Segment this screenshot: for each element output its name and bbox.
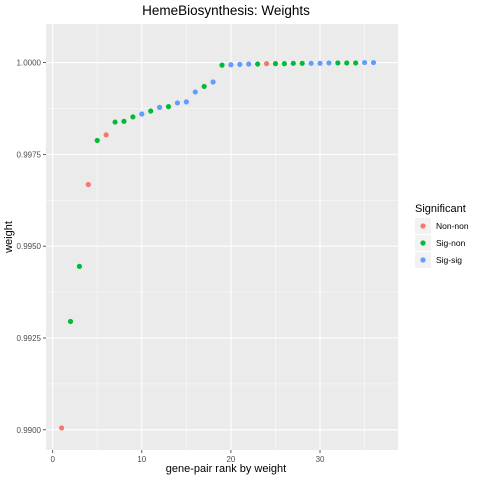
legend-title: Significant xyxy=(415,203,466,215)
legend-entries: Non-non Sig-non Sig-sig xyxy=(415,218,469,268)
chart-title: HemeBiosynthesis: Weights xyxy=(142,3,310,18)
data-point-sig-non xyxy=(290,60,296,66)
data-point-non-non xyxy=(103,132,109,138)
legend-swatch xyxy=(420,240,426,246)
legend: Significant Non-non Sig-non Sig-sig xyxy=(415,203,469,268)
data-point-sig-sig xyxy=(308,60,314,66)
legend-label: Sig-non xyxy=(436,238,466,248)
x-axis-ticks: 0 10 20 30 xyxy=(50,450,325,464)
data-point-non-non xyxy=(263,61,270,67)
data-point-sig-non xyxy=(148,108,154,114)
data-point-sig-sig xyxy=(157,104,163,110)
data-point-sig-non xyxy=(165,104,172,110)
x-axis-title: gene-pair rank by weight xyxy=(166,463,286,475)
legend-label: Non-non xyxy=(436,221,469,231)
data-point-sig-non xyxy=(272,61,279,67)
data-point-sig-sig xyxy=(139,111,145,117)
data-point-sig-non xyxy=(67,318,74,325)
data-point-sig-non xyxy=(335,60,341,66)
data-point-non-non xyxy=(85,181,91,188)
data-point-sig-sig xyxy=(317,60,323,66)
data-point-sig-non xyxy=(299,60,305,66)
y-axis-ticks: 0.9900 0.9925 0.9950 0.9975 1.0000 xyxy=(17,59,46,435)
data-point-sig-sig xyxy=(237,61,243,67)
data-point-sig-non xyxy=(76,263,83,269)
data-point-sig-non xyxy=(121,118,127,124)
y-tick-label: 0.9975 xyxy=(17,150,42,159)
data-point-sig-non xyxy=(255,61,261,67)
data-point-sig-non xyxy=(353,60,359,66)
y-tick-label: 0.9925 xyxy=(17,334,42,343)
x-tick-label: 0 xyxy=(50,455,55,464)
data-point-non-non xyxy=(58,425,65,431)
data-point-sig-non xyxy=(219,62,225,68)
data-point-sig-sig xyxy=(183,99,189,105)
y-axis-title: weight xyxy=(3,221,15,254)
minor-gridlines xyxy=(46,24,398,450)
x-tick-label: 20 xyxy=(226,455,235,464)
data-point-sig-sig xyxy=(228,62,234,68)
legend-swatch xyxy=(420,257,426,263)
major-gridlines xyxy=(46,24,398,450)
data-point-sig-sig xyxy=(370,59,377,66)
data-point-sig-non xyxy=(344,60,350,66)
y-tick-label: 0.9950 xyxy=(17,242,42,251)
data-point-sig-sig xyxy=(326,60,332,66)
data-point-sig-non xyxy=(201,83,207,90)
y-tick-label: 0.9900 xyxy=(17,426,42,435)
plot-panel xyxy=(46,24,398,450)
data-point-sig-sig xyxy=(174,100,181,106)
data-point-sig-non xyxy=(94,137,100,144)
y-tick-label: 1.0000 xyxy=(17,59,42,68)
legend-label: Sig-sig xyxy=(436,255,462,265)
data-point-sig-sig xyxy=(246,61,252,67)
data-point-sig-non xyxy=(281,61,287,67)
data-point-sig-sig xyxy=(210,79,216,85)
legend-swatch xyxy=(420,223,426,229)
data-point-sig-non xyxy=(130,114,136,120)
data-point-sig-sig xyxy=(361,59,368,66)
x-tick-label: 10 xyxy=(137,455,146,464)
data-point-sig-non xyxy=(112,119,118,125)
data-points xyxy=(58,59,377,431)
data-point-sig-sig xyxy=(192,89,198,95)
x-tick-label: 30 xyxy=(316,455,325,464)
